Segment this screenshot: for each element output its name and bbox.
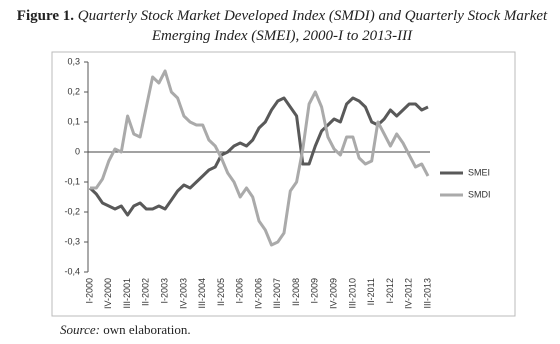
x-tick-label: IV-2000	[103, 278, 113, 309]
x-tick-label: III-2010	[347, 278, 357, 309]
x-tick-label: IV-2009	[328, 278, 338, 309]
source-text: own elaboration.	[103, 322, 191, 337]
x-tick-label: III-2007	[272, 278, 282, 309]
x-tick-label: IV-2003	[178, 278, 188, 309]
series-line	[88, 96, 429, 217]
title-label: Figure 1.	[16, 8, 75, 24]
x-tick-label: II-2008	[291, 278, 301, 306]
x-tick-label: II-2011	[366, 278, 376, 305]
x-tick-label: II-2005	[216, 278, 226, 306]
title: Figure 1. Quarterly Stock Market Develop…	[8, 6, 556, 46]
x-tick-label: III-2001	[122, 278, 132, 309]
legend-label: SMEI	[468, 167, 490, 177]
source: Source: own elaboration.	[60, 322, 191, 338]
x-tick-label: I-2009	[310, 278, 320, 304]
y-tick-label: -0,3	[64, 236, 80, 246]
x-tick-label: III-2013	[422, 278, 432, 309]
x-tick-label: IV-2006	[253, 278, 263, 309]
source-label: Source:	[60, 322, 100, 337]
legend-label: SMDI	[468, 189, 491, 199]
series-line	[90, 69, 430, 247]
x-tick-label: III-2004	[197, 278, 207, 309]
x-tick-label: I-2006	[235, 278, 245, 304]
y-tick-label: 0,2	[67, 86, 80, 96]
y-tick-label: -0,1	[64, 176, 80, 186]
x-tick-label: IV-2012	[404, 278, 414, 309]
x-tick-label: I-2003	[159, 278, 169, 304]
chart-frame	[51, 51, 516, 317]
y-tick-label: 0	[75, 146, 80, 156]
x-tick-label: II-2002	[141, 278, 151, 306]
y-tick-label: 0,1	[67, 116, 80, 126]
x-tick-label: I-2000	[84, 278, 94, 304]
title-text: Quarterly Stock Market Developed Index (…	[77, 8, 548, 44]
y-tick-label: 0,3	[67, 56, 80, 66]
x-tick-label: I-2012	[385, 278, 395, 304]
y-tick-label: -0,2	[64, 206, 80, 216]
y-tick-label: -0,4	[64, 266, 80, 276]
